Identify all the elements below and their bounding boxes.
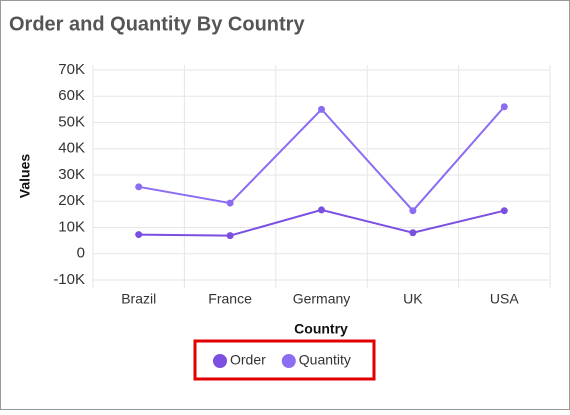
y-tick-label: 70K [58,61,85,78]
x-axis-title: Country [294,321,348,337]
y-tick-label: -10K [53,271,85,288]
legend-marker[interactable] [213,354,227,368]
x-tick-label: UK [403,291,423,307]
data-point [409,229,417,237]
y-tick-label: 10K [58,218,85,235]
data-point [318,206,325,214]
y-tick-label: 20K [58,192,85,209]
legend-marker[interactable] [281,354,296,368]
x-tick-label: Germany [293,291,351,307]
y-tick-label: 60K [58,87,85,104]
data-point [500,207,508,215]
y-axis-title: Values [17,154,33,199]
x-tick-label: USA [490,291,519,307]
data-point [500,103,508,111]
chart-title: Order and Quantity By Country [9,13,305,35]
data-point [409,207,417,215]
y-tick-label: 0 [77,245,85,262]
y-tick-label: 40K [58,140,85,157]
data-point [226,232,234,240]
y-tick-label: 50K [58,113,85,130]
x-tick-label: France [208,291,252,307]
y-tick-label: 30K [58,166,85,183]
x-tick-label: Brazil [121,291,156,307]
data-point [226,199,234,207]
data-point [135,231,143,239]
legend-label[interactable]: Quantity [299,352,351,368]
legend-box [193,339,376,381]
data-point [135,183,143,191]
legend-label[interactable]: Order [230,352,266,368]
data-point [318,105,325,113]
